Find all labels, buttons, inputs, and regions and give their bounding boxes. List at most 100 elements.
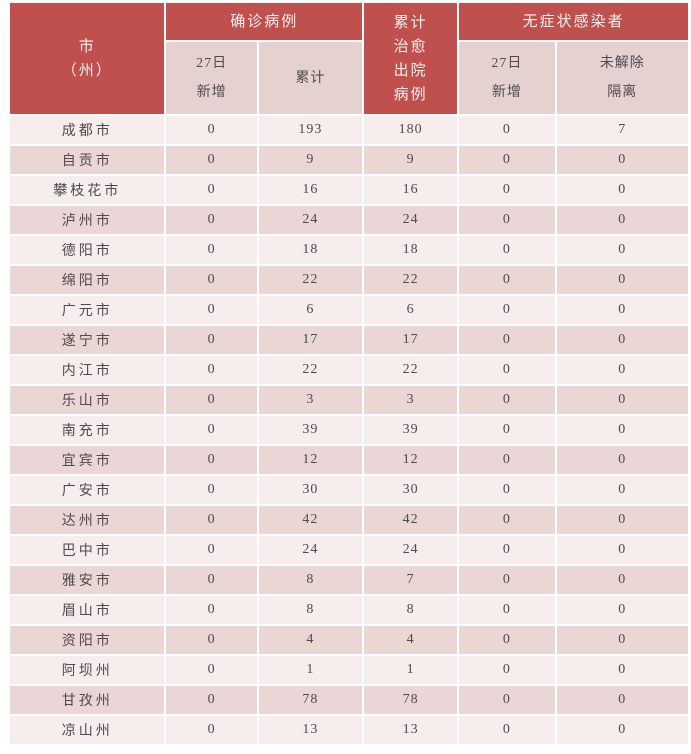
value-cell: 0 [459, 146, 555, 174]
table-body: 成都市 0 193 180 0 7 自贡市 0 9 9 0 0 攀枝花市 0 16 16 0 0 泸州市 0 24 24 0… [10, 116, 688, 744]
value-cell: 6 [364, 296, 458, 324]
value-cell: 0 [459, 356, 555, 384]
value-cell: 12 [364, 446, 458, 474]
city-name-cell: 自贡市 [10, 146, 165, 174]
value-cell: 39 [258, 416, 363, 444]
value-cell: 0 [459, 626, 555, 654]
city-name-cell: 攀枝花市 [10, 176, 165, 204]
city-name-cell: 遂宁市 [10, 326, 165, 354]
value-cell: 0 [166, 116, 257, 144]
table-row: 甘孜州 0 78 78 0 0 [10, 686, 688, 714]
value-cell: 0 [556, 176, 688, 204]
header-cumulative-cured-discharged: 累计 治愈 出院 病例 [364, 3, 458, 114]
city-name-cell: 雅安市 [10, 566, 165, 594]
value-cell: 0 [556, 566, 688, 594]
table-row: 内江市 0 22 22 0 0 [10, 356, 688, 384]
value-cell: 0 [556, 236, 688, 264]
value-cell: 0 [556, 596, 688, 624]
value-cell: 0 [166, 716, 257, 744]
table-row: 巴中市 0 24 24 0 0 [10, 536, 688, 564]
table-row: 泸州市 0 24 24 0 0 [10, 206, 688, 234]
city-name-cell: 达州市 [10, 506, 165, 534]
table-row: 广安市 0 30 30 0 0 [10, 476, 688, 504]
city-name-cell: 广安市 [10, 476, 165, 504]
value-cell: 0 [166, 326, 257, 354]
value-cell: 0 [459, 536, 555, 564]
table-row: 乐山市 0 3 3 0 0 [10, 386, 688, 414]
value-cell: 0 [166, 296, 257, 324]
value-cell: 0 [459, 176, 555, 204]
header-total-confirmed: 累计 [258, 42, 363, 114]
value-cell: 0 [556, 206, 688, 234]
value-cell: 22 [364, 266, 458, 294]
city-name-cell: 内江市 [10, 356, 165, 384]
city-name-cell: 德阳市 [10, 236, 165, 264]
value-cell: 0 [166, 506, 257, 534]
value-cell: 0 [166, 236, 257, 264]
value-cell: 22 [258, 356, 363, 384]
value-cell: 0 [166, 536, 257, 564]
value-cell: 0 [556, 416, 688, 444]
value-cell: 24 [258, 536, 363, 564]
value-cell: 0 [556, 326, 688, 354]
value-cell: 0 [166, 446, 257, 474]
value-cell: 9 [258, 146, 363, 174]
value-cell: 0 [556, 626, 688, 654]
city-name-cell: 成都市 [10, 116, 165, 144]
value-cell: 0 [459, 446, 555, 474]
value-cell: 3 [258, 386, 363, 414]
city-name-cell: 南充市 [10, 416, 165, 444]
value-cell: 42 [258, 506, 363, 534]
value-cell: 0 [459, 266, 555, 294]
table-row: 达州市 0 42 42 0 0 [10, 506, 688, 534]
table-row: 攀枝花市 0 16 16 0 0 [10, 176, 688, 204]
value-cell: 24 [364, 206, 458, 234]
table-row: 自贡市 0 9 9 0 0 [10, 146, 688, 174]
value-cell: 0 [459, 416, 555, 444]
value-cell: 24 [364, 536, 458, 564]
value-cell: 0 [459, 206, 555, 234]
table-row: 南充市 0 39 39 0 0 [10, 416, 688, 444]
table-row: 资阳市 0 4 4 0 0 [10, 626, 688, 654]
value-cell: 0 [556, 296, 688, 324]
header-asymptomatic-group: 无症状感染者 [459, 3, 688, 40]
value-cell: 13 [364, 716, 458, 744]
value-cell: 0 [166, 626, 257, 654]
table-row: 宜宾市 0 12 12 0 0 [10, 446, 688, 474]
value-cell: 0 [166, 686, 257, 714]
value-cell: 22 [258, 266, 363, 294]
value-cell: 13 [258, 716, 363, 744]
header-not-released-isolation: 未解除 隔离 [556, 42, 688, 114]
value-cell: 0 [166, 566, 257, 594]
value-cell: 0 [166, 416, 257, 444]
value-cell: 0 [166, 596, 257, 624]
table-row: 绵阳市 0 22 22 0 0 [10, 266, 688, 294]
city-name-cell: 凉山州 [10, 716, 165, 744]
value-cell: 8 [258, 566, 363, 594]
city-name-cell: 眉山市 [10, 596, 165, 624]
value-cell: 9 [364, 146, 458, 174]
value-cell: 0 [459, 386, 555, 414]
value-cell: 42 [364, 506, 458, 534]
value-cell: 1 [364, 656, 458, 684]
value-cell: 0 [459, 506, 555, 534]
value-cell: 0 [556, 686, 688, 714]
table-row: 广元市 0 6 6 0 0 [10, 296, 688, 324]
value-cell: 24 [258, 206, 363, 234]
value-cell: 1 [258, 656, 363, 684]
value-cell: 7 [556, 116, 688, 144]
table-row: 德阳市 0 18 18 0 0 [10, 236, 688, 264]
value-cell: 18 [258, 236, 363, 264]
value-cell: 0 [556, 716, 688, 744]
value-cell: 0 [459, 566, 555, 594]
city-name-cell: 阿坝州 [10, 656, 165, 684]
city-name-cell: 广元市 [10, 296, 165, 324]
value-cell: 0 [556, 476, 688, 504]
value-cell: 0 [166, 656, 257, 684]
covid-stats-table: 市 （州） 确诊病例 累计 治愈 出院 病例 无症状感染者 27日 新增 累计 … [8, 1, 690, 746]
value-cell: 16 [258, 176, 363, 204]
value-cell: 17 [364, 326, 458, 354]
city-name-cell: 泸州市 [10, 206, 165, 234]
table-row: 眉山市 0 8 8 0 0 [10, 596, 688, 624]
value-cell: 4 [258, 626, 363, 654]
